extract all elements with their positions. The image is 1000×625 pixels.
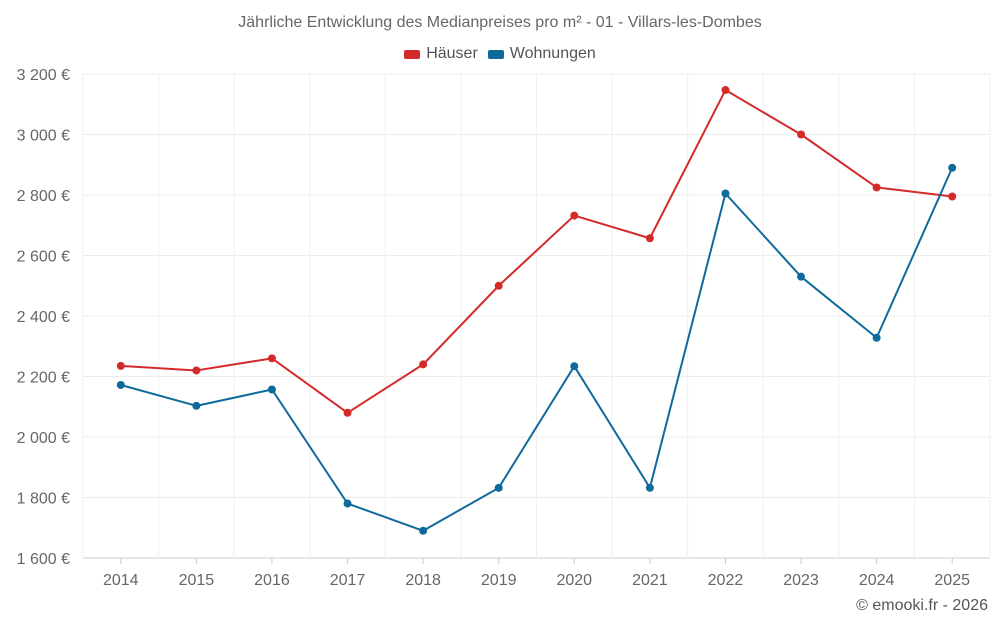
data-point-haeuser [116, 361, 125, 370]
data-point-haeuser [192, 366, 201, 375]
data-point-wohnungen [116, 380, 125, 389]
legend-item-haeuser[interactable]: Häuser [404, 45, 478, 63]
credit-text: © emooki.fr - 2026 [856, 597, 988, 614]
chart-title: Jährliche Entwicklung des Medianpreises … [238, 14, 762, 31]
data-point-wohnungen [494, 483, 503, 492]
data-point-haeuser [343, 408, 352, 417]
x-tick-label: 2015 [179, 572, 215, 589]
data-point-haeuser [645, 234, 654, 243]
x-tick-label: 2017 [330, 572, 366, 589]
x-tick-label: 2021 [632, 572, 668, 589]
y-tick-label: 3 200 € [17, 67, 70, 84]
data-point-wohnungen [343, 499, 352, 508]
legend-swatch-haeuser [404, 49, 421, 59]
y-tick-label: 2 600 € [17, 249, 70, 266]
data-point-haeuser [570, 211, 579, 220]
y-tick-label: 1 800 € [17, 491, 70, 508]
y-tick-label: 2 000 € [17, 430, 70, 447]
data-point-haeuser [721, 86, 730, 95]
x-tick-label: 2019 [481, 572, 517, 589]
data-point-wohnungen [797, 272, 806, 281]
y-tick-label: 3 000 € [17, 128, 70, 145]
x-tick-label: 2018 [405, 572, 441, 589]
data-point-wohnungen [267, 385, 276, 394]
x-tick-label: 2024 [859, 572, 895, 589]
y-tick-label: 2 800 € [17, 188, 70, 205]
legend-label-wohnungen: Wohnungen [509, 45, 596, 62]
series-line-haeuser [120, 89, 953, 414]
data-point-haeuser [797, 130, 806, 139]
x-tick-label: 2025 [934, 572, 970, 589]
x-tick-label: 2023 [783, 572, 819, 589]
x-tick-label: 2020 [556, 572, 592, 589]
data-point-haeuser [494, 281, 503, 290]
legend-swatch-wohnungen [487, 49, 504, 59]
data-point-wohnungen [570, 362, 579, 371]
data-point-haeuser [419, 360, 428, 369]
data-point-wohnungen [872, 333, 881, 342]
legend-item-wohnungen[interactable]: Wohnungen [487, 45, 596, 63]
x-tick-label: 2016 [254, 572, 290, 589]
data-point-haeuser [948, 192, 957, 201]
data-point-wohnungen [419, 526, 428, 535]
y-tick-label: 1 600 € [17, 551, 70, 568]
data-point-wohnungen [948, 163, 957, 172]
series-line-wohnungen [120, 167, 954, 532]
y-tick-label: 2 400 € [17, 309, 70, 326]
legend: Häuser Wohnungen [0, 45, 1000, 63]
data-point-haeuser [872, 183, 881, 192]
x-tick-label: 2014 [103, 572, 139, 589]
data-point-wohnungen [645, 483, 654, 492]
data-point-wohnungen [721, 189, 730, 198]
legend-label-haeuser: Häuser [426, 45, 478, 62]
x-tick-label: 2022 [708, 572, 744, 589]
data-point-haeuser [267, 354, 276, 363]
data-point-wohnungen [192, 401, 201, 410]
y-tick-label: 2 200 € [17, 370, 70, 387]
